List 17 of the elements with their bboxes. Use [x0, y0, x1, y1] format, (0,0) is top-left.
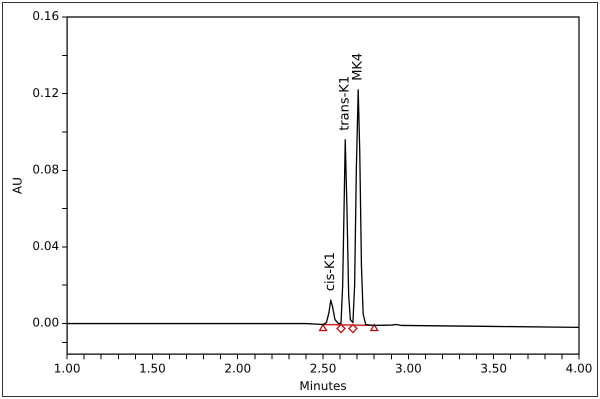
x-tick-label: 4.00 [566, 362, 592, 376]
y-tick-label: 0.00 [32, 316, 60, 330]
x-tick-label: 1.50 [139, 362, 166, 376]
x-tick-label: 3.00 [395, 362, 422, 376]
x-tick-label: 2.00 [224, 362, 252, 376]
x-tick-label: 3.50 [480, 362, 508, 376]
annotation: trans-K1 [338, 76, 353, 131]
annotation: cis-K1 [323, 252, 338, 292]
y-tick-label: 0.16 [32, 9, 60, 24]
y-axis-title: AU [10, 177, 24, 194]
y-tick-label: 0.12 [32, 86, 60, 100]
y-tick-label: 0.08 [32, 162, 60, 176]
annotation: MK4 [350, 52, 366, 81]
x-tick-label: 2.50 [310, 362, 336, 376]
y-tick-label: 0.04 [32, 239, 60, 254]
x-tick-label: 1.00 [54, 362, 80, 376]
x-axis-title: Minutes [299, 378, 347, 393]
